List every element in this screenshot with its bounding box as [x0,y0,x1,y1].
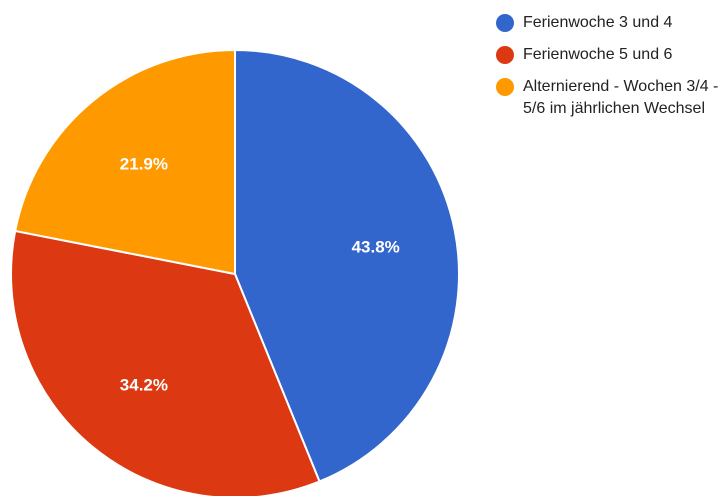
pie-slice-3 [14,48,236,276]
legend-item-2: Ferienwoche 5 und 6 [496,44,720,66]
chart-legend: Ferienwoche 3 und 4 Ferienwoche 5 und 6 Al… [496,12,720,130]
legend-label: Ferienwoche 5 und 6 [523,46,673,63]
legend-label: Ferienwoche 3 und 4 [523,14,673,31]
pie-slice-1 [234,48,460,483]
slice-value-label-2: 34.2% [120,376,168,395]
slice-value-label-1: 43.8% [352,237,400,256]
legend-swatch-icon [496,78,514,96]
legend-item-1: Ferienwoche 3 und 4 [496,12,720,34]
slice-value-label-3: 21.9% [120,154,168,173]
legend-swatch-icon [496,14,514,32]
legend-label: Alternierend - Wochen 3/4 - 5/6 im jährl… [523,78,719,117]
legend-swatch-icon [496,46,514,64]
legend-item-3: Alternierend - Wochen 3/4 - 5/6 im jährl… [496,76,720,120]
